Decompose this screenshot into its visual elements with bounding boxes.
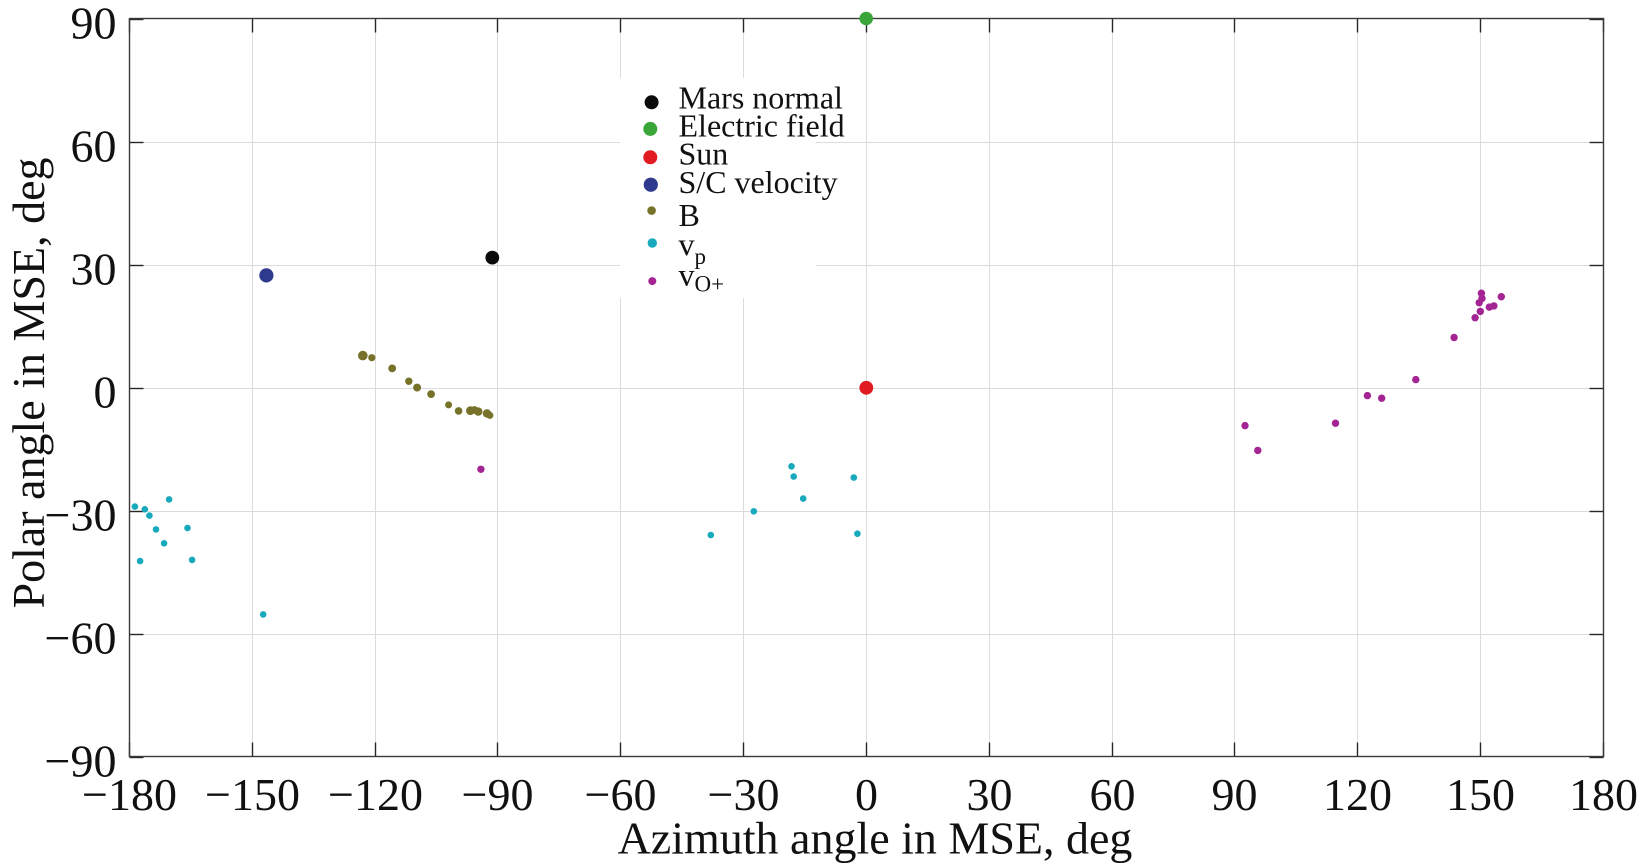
svg-text:150: 150: [1446, 769, 1515, 820]
svg-text:Electric field: Electric field: [679, 107, 845, 143]
svg-text:Sun: Sun: [679, 135, 729, 171]
svg-text:−30: −30: [45, 490, 117, 541]
svg-text:B: B: [679, 197, 700, 233]
svg-text:90: 90: [71, 0, 117, 49]
svg-text:120: 120: [1323, 769, 1392, 820]
svg-text:0: 0: [855, 769, 878, 820]
svg-text:−120: −120: [328, 769, 423, 820]
svg-text:0: 0: [94, 367, 117, 418]
svg-text:30: 30: [967, 769, 1013, 820]
svg-text:−150: −150: [205, 769, 300, 820]
svg-text:30: 30: [71, 244, 117, 295]
svg-text:−60: −60: [45, 613, 117, 664]
svg-text:S/C velocity: S/C velocity: [679, 164, 838, 200]
svg-text:Polar angle in MSE, deg: Polar angle in MSE, deg: [3, 158, 54, 609]
svg-text:−30: −30: [708, 769, 780, 820]
svg-text:−180: −180: [82, 769, 177, 820]
svg-text:Azimuth angle in MSE, deg: Azimuth angle in MSE, deg: [618, 813, 1133, 864]
svg-text:−90: −90: [45, 736, 117, 787]
svg-text:Mars normal: Mars normal: [679, 79, 844, 115]
svg-text:vO+: vO+: [679, 256, 725, 296]
svg-text:−90: −90: [462, 769, 534, 820]
svg-text:180: 180: [1569, 769, 1637, 820]
svg-text:90: 90: [1212, 769, 1258, 820]
svg-text:−60: −60: [585, 769, 657, 820]
svg-text:60: 60: [71, 121, 117, 172]
svg-text:60: 60: [1090, 769, 1136, 820]
